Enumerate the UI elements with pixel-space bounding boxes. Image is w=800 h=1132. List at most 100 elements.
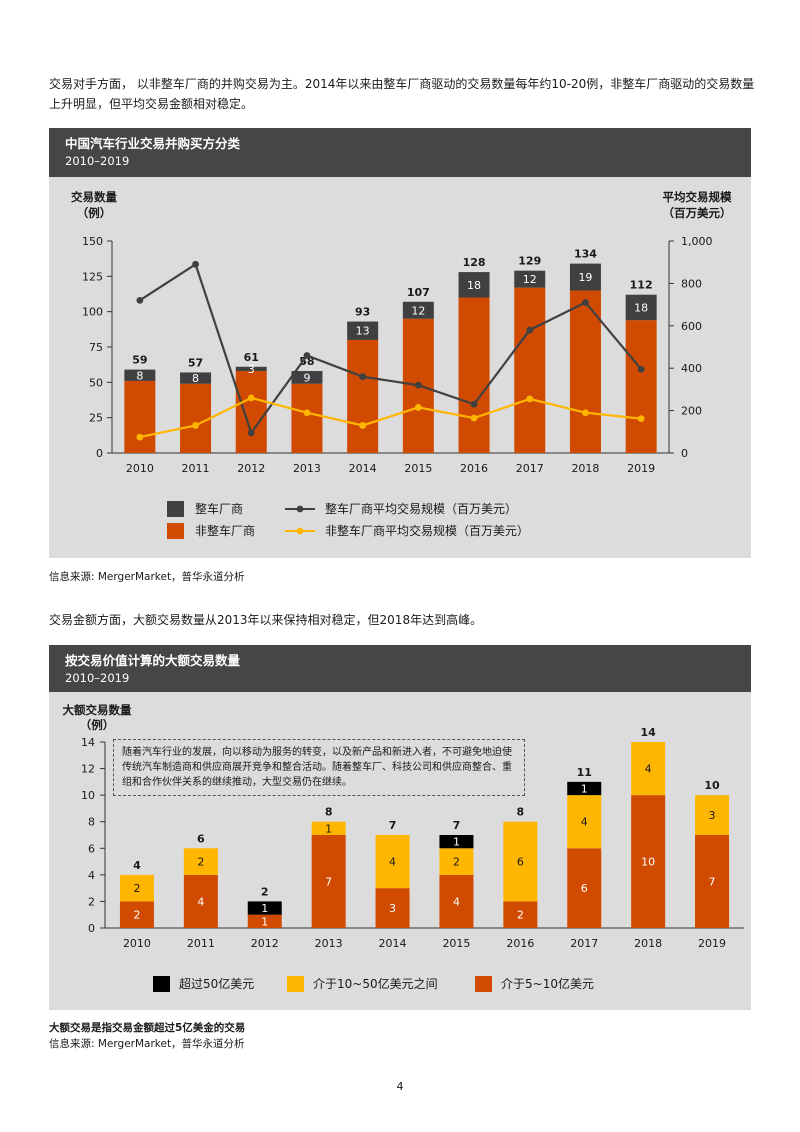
bar-5-10	[311, 835, 346, 928]
bar-total-label: 61	[244, 351, 259, 364]
bar-oem	[235, 366, 267, 372]
bar-non-oem	[291, 383, 323, 453]
x-tick-label: 2013	[315, 937, 343, 950]
chart-header: 按交易价值计算的大额交易数量 2010–2019	[49, 645, 751, 692]
x-tick-label: 2015	[442, 937, 470, 950]
line-non-oem-avg	[139, 396, 642, 439]
bar-oem	[625, 294, 657, 321]
left-axis-title: （例）	[77, 206, 112, 220]
bar-5-10-label: 10	[641, 856, 655, 869]
y-tick-label: 14	[81, 736, 95, 749]
bar-10-50-label: 2	[453, 856, 460, 869]
page-number: 4	[396, 1080, 404, 1093]
right-tick-label: 600	[681, 320, 702, 333]
right-tick-label: 400	[681, 362, 702, 375]
chart-title: 按交易价值计算的大额交易数量	[65, 653, 241, 668]
legend-swatch-10-50	[287, 976, 304, 992]
bar-5-10	[503, 901, 538, 928]
legend-label: 整车厂商平均交易规模（百万美元）	[325, 501, 517, 516]
chart-header: 中国汽车行业交易并购买方分类 2010–2019	[49, 128, 751, 177]
bar-5-10-label: 4	[197, 895, 204, 908]
bar-10-50	[567, 795, 602, 849]
bar-total-label: 7	[389, 819, 397, 832]
bar-5-10	[439, 874, 474, 928]
bar-total-label: 14	[640, 726, 656, 739]
bar-oem-label: 9	[303, 371, 310, 384]
bar-total-label: 93	[355, 306, 370, 319]
left-tick-label: 0	[96, 447, 103, 460]
bar-5-10	[119, 901, 154, 928]
bar-10-50	[631, 742, 666, 796]
bar-non-oem	[514, 287, 546, 453]
x-tick-label: 2012	[237, 462, 265, 475]
legend-point-non-oem-avg	[296, 527, 304, 535]
bar-total-label: 7	[453, 819, 461, 832]
point-oem-avg	[247, 429, 255, 437]
bar-total-label: 8	[517, 806, 525, 819]
mid-paragraph: 交易金额方面，大额交易数量从2013年以来保持相对稳定，但2018年达到高峰。	[49, 613, 483, 627]
bar-non-oem	[235, 371, 267, 453]
point-oem-avg	[414, 381, 422, 389]
bar-oem	[124, 369, 156, 381]
bar-10-50-label: 6	[517, 856, 524, 869]
left-tick-label: 50	[89, 376, 103, 389]
bar-oem-label: 18	[467, 279, 481, 292]
x-tick-label: 2010	[123, 937, 151, 950]
bar-over-50	[567, 781, 602, 796]
bar-5-10-label: 6	[581, 882, 588, 895]
left-tick-label: 150	[82, 235, 103, 248]
bar-total-label: 11	[577, 766, 592, 779]
bar-10-50-label: 4	[581, 816, 588, 829]
point-oem-avg	[582, 299, 589, 306]
point-non-oem-avg	[303, 409, 311, 417]
bar-10-50	[439, 848, 474, 875]
legend-swatch-5-10	[475, 976, 492, 992]
chart-panel-large-deals: 按交易价值计算的大额交易数量 2010–2019 大额交易数量 （例） 0 2 4 6 8 1…	[49, 645, 751, 1010]
y-axis-title: 大额交易数量	[63, 703, 132, 717]
legend-label: 介于10~50亿美元之间	[313, 976, 438, 991]
legend-label: 非整车厂商	[195, 523, 255, 538]
bar-over-50-label: 1	[453, 836, 460, 849]
y-tick-label: 6	[88, 842, 95, 855]
right-tick-label: 0	[681, 447, 688, 460]
bar-5-10	[375, 888, 410, 928]
bar-total-label: 57	[188, 356, 203, 369]
chart-title: 中国汽车行业交易并购买方分类	[65, 136, 241, 151]
bar-total-label: 8	[325, 806, 333, 819]
chart-callout: 随着汽车行业的发展，向以移动为服务的转变，以及新产品和新进入者，不可避免地迫使传…	[113, 739, 525, 796]
bar-10-50-label: 3	[709, 809, 716, 822]
left-tick-label: 100	[82, 306, 103, 319]
bar-over-50	[439, 835, 474, 849]
x-tick-label: 2017	[570, 937, 598, 950]
bar-10-50	[375, 835, 410, 889]
bar-10-50-label: 4	[389, 856, 396, 869]
y-tick-label: 2	[88, 895, 95, 908]
bar-total-label: 2	[261, 885, 269, 898]
x-tick-label: 2019	[698, 937, 726, 950]
bar-5-10-label: 2	[133, 909, 140, 922]
legend-swatch-over-50	[153, 976, 170, 992]
bar-10-50	[183, 848, 218, 875]
point-non-oem-avg	[470, 414, 478, 422]
bar-over-50-label: 1	[261, 902, 268, 915]
point-oem-avg	[526, 326, 534, 334]
point-non-oem-avg	[136, 433, 144, 441]
source-note-1: 信息来源: MergerMarket，普华永道分析	[49, 571, 245, 583]
bar-oem-label: 18	[634, 301, 648, 314]
legend-label: 非整车厂商平均交易规模（百万美元）	[325, 523, 529, 538]
bar-10-50-label: 2	[197, 856, 204, 869]
y-tick-label: 12	[81, 763, 95, 776]
bar-non-oem	[180, 383, 212, 453]
legend-label: 介于5~10亿美元	[501, 976, 594, 991]
x-tick-label: 2018	[571, 462, 599, 475]
legend-label: 超过50亿美元	[179, 976, 254, 991]
bar-oem-label: 12	[411, 304, 425, 317]
bar-oem	[569, 263, 601, 291]
bar-oem-label: 3	[248, 363, 255, 376]
bar-total-label: 59	[132, 354, 147, 367]
x-tick-label: 2014	[379, 937, 407, 950]
x-tick-label: 2012	[251, 937, 279, 950]
bar-5-10	[631, 795, 666, 928]
bar-non-oem	[625, 320, 657, 453]
bar-total-label: 112	[630, 279, 653, 292]
